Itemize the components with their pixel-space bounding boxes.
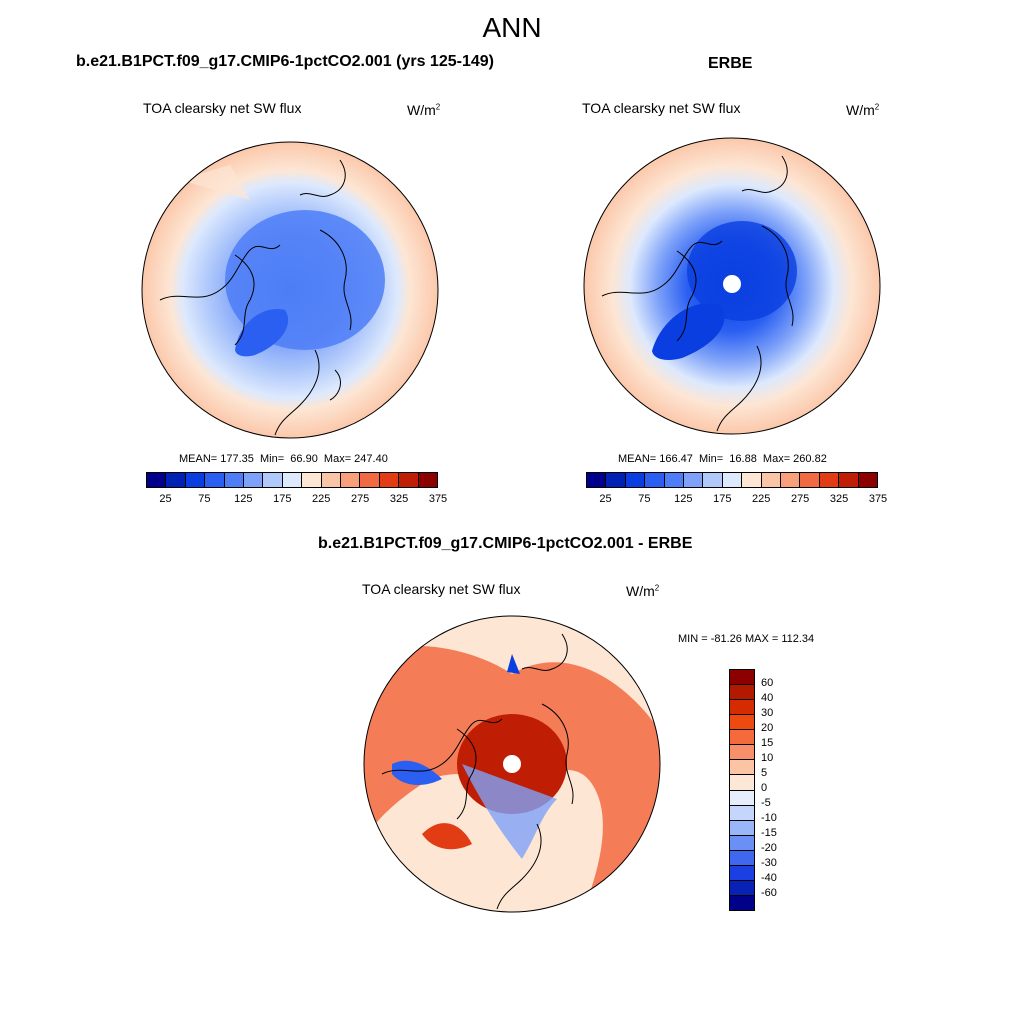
colorbar-swatch [244, 473, 264, 487]
colorbar-swatch [302, 473, 322, 487]
diff-panel-title: b.e21.B1PCT.f09_g17.CMIP6-1pctCO2.001 - … [318, 535, 693, 552]
diff-unit-label: W/m2 [626, 583, 660, 599]
colorbar-tick-label: 0 [761, 782, 768, 794]
diff-stats: MIN = -81.26 MAX = 112.34 [678, 633, 815, 645]
colorbar-tick-label: 20 [761, 722, 774, 734]
colorbar-tick-label: 30 [761, 707, 774, 719]
colorbar-swatch [645, 473, 665, 487]
colorbar-swatch [730, 700, 754, 716]
colorbar-swatch [341, 473, 361, 487]
colorbar-swatch [819, 473, 840, 487]
colorbar-tick-label: 5 [761, 767, 768, 779]
model-stats: MEAN= 177.35 Min= 66.90 Max= 247.40 [179, 453, 388, 465]
colorbar-swatch [800, 473, 820, 487]
colorbar-swatch [703, 473, 723, 487]
colorbar-swatch [742, 473, 762, 487]
colorbar-tick-label: 15 [761, 737, 774, 749]
colorbar-swatch [781, 473, 801, 487]
colorbar-swatch [730, 805, 754, 821]
colorbar-swatch [625, 473, 646, 487]
colorbar-swatch [360, 473, 380, 487]
colorbar-tick-label: 325 [829, 493, 849, 505]
main-title: ANN [482, 12, 542, 43]
colorbar-tick-label: -60 [761, 887, 777, 899]
colorbar-tick-label: 40 [761, 692, 774, 704]
model-unit-label: W/m2 [407, 102, 441, 118]
colorbar-swatch [587, 473, 607, 487]
colorbar-swatch [224, 473, 245, 487]
colorbar-swatch [730, 880, 754, 896]
colorbar-swatch [730, 745, 754, 761]
colorbar-swatch [730, 820, 754, 836]
colorbar-tick-label: 225 [312, 493, 331, 505]
colorbar-tick-label: 60 [761, 677, 774, 689]
colorbar-tick-label: -30 [761, 857, 777, 869]
obs-polar-map [583, 137, 881, 435]
colorbar-swatch [684, 473, 704, 487]
colorbar-tick-label: -15 [761, 827, 777, 839]
diff-colorbar [729, 669, 755, 911]
colorbar-tick-label: 225 [752, 493, 771, 505]
colorbar-swatch [730, 730, 754, 746]
model-variable-label: TOA clearsky net SW flux [143, 100, 302, 116]
obs-variable-label: TOA clearsky net SW flux [582, 100, 741, 116]
colorbar-tick-label: -20 [761, 842, 777, 854]
colorbar-swatch [839, 473, 859, 487]
colorbar-tick-label: -40 [761, 872, 777, 884]
diff-polar-map [363, 615, 661, 913]
colorbar-swatch [730, 715, 754, 731]
colorbar-swatch [730, 775, 754, 791]
colorbar-swatch [282, 473, 303, 487]
diff-colorbar-ticks: 60 40 30 20 15 10 5 0 -5 -10 -15 -20 -30 -40 -60 [761, 669, 801, 911]
colorbar-swatch [606, 473, 626, 487]
colorbar-tick-label: 125 [234, 493, 253, 505]
colorbar-tick-label: 375 [428, 493, 448, 505]
colorbar-tick-label: 75 [198, 493, 211, 505]
colorbar-swatch [664, 473, 685, 487]
model-panel-title: b.e21.B1PCT.f09_g17.CMIP6-1pctCO2.001 (y… [76, 53, 494, 70]
diff-variable-label: TOA clearsky net SW flux [362, 581, 521, 597]
colorbar-tick-label: 275 [350, 493, 370, 505]
colorbar-tick-label: 275 [790, 493, 810, 505]
colorbar-swatch [166, 473, 186, 487]
colorbar-swatch [147, 473, 167, 487]
colorbar-tick-label: 175 [273, 493, 292, 505]
colorbar-tick-label: 75 [638, 493, 651, 505]
colorbar-swatch [418, 473, 438, 487]
colorbar-swatch [730, 850, 754, 866]
colorbar-tick-label: -10 [761, 812, 777, 824]
colorbar-swatch [399, 473, 419, 487]
obs-panel-title: ERBE [708, 55, 753, 72]
colorbar-tick-label: 10 [761, 752, 774, 764]
colorbar-swatch [321, 473, 342, 487]
colorbar-swatch [263, 473, 283, 487]
colorbar-swatch [730, 865, 754, 881]
colorbar-tick-label: -5 [761, 797, 771, 809]
colorbar-swatch [730, 895, 754, 910]
colorbar-swatch [730, 790, 754, 806]
colorbar-swatch [185, 473, 206, 487]
colorbar-tick-label: 25 [599, 493, 612, 505]
colorbar-tick-label: 175 [713, 493, 732, 505]
colorbar-tick-label: 125 [674, 493, 693, 505]
colorbar-swatch [379, 473, 400, 487]
colorbar-swatch [858, 473, 878, 487]
colorbar-tick-label: 375 [868, 493, 888, 505]
colorbar-swatch [761, 473, 782, 487]
model-colorbar: 25 75 125 175 225 275 325 375 [146, 472, 447, 505]
model-polar-map [141, 141, 439, 439]
colorbar-swatch [730, 760, 754, 776]
colorbar-swatch [722, 473, 743, 487]
obs-stats: MEAN= 166.47 Min= 16.88 Max= 260.82 [618, 453, 827, 465]
colorbar-swatch [730, 685, 754, 701]
colorbar-swatch [730, 835, 754, 851]
obs-unit-label: W/m2 [846, 102, 880, 118]
obs-colorbar: 25 75 125 175 225 275 325 375 [586, 472, 887, 505]
colorbar-tick-label: 25 [159, 493, 172, 505]
colorbar-swatch [730, 670, 754, 686]
colorbar-swatch [205, 473, 225, 487]
colorbar-tick-label: 325 [389, 493, 409, 505]
